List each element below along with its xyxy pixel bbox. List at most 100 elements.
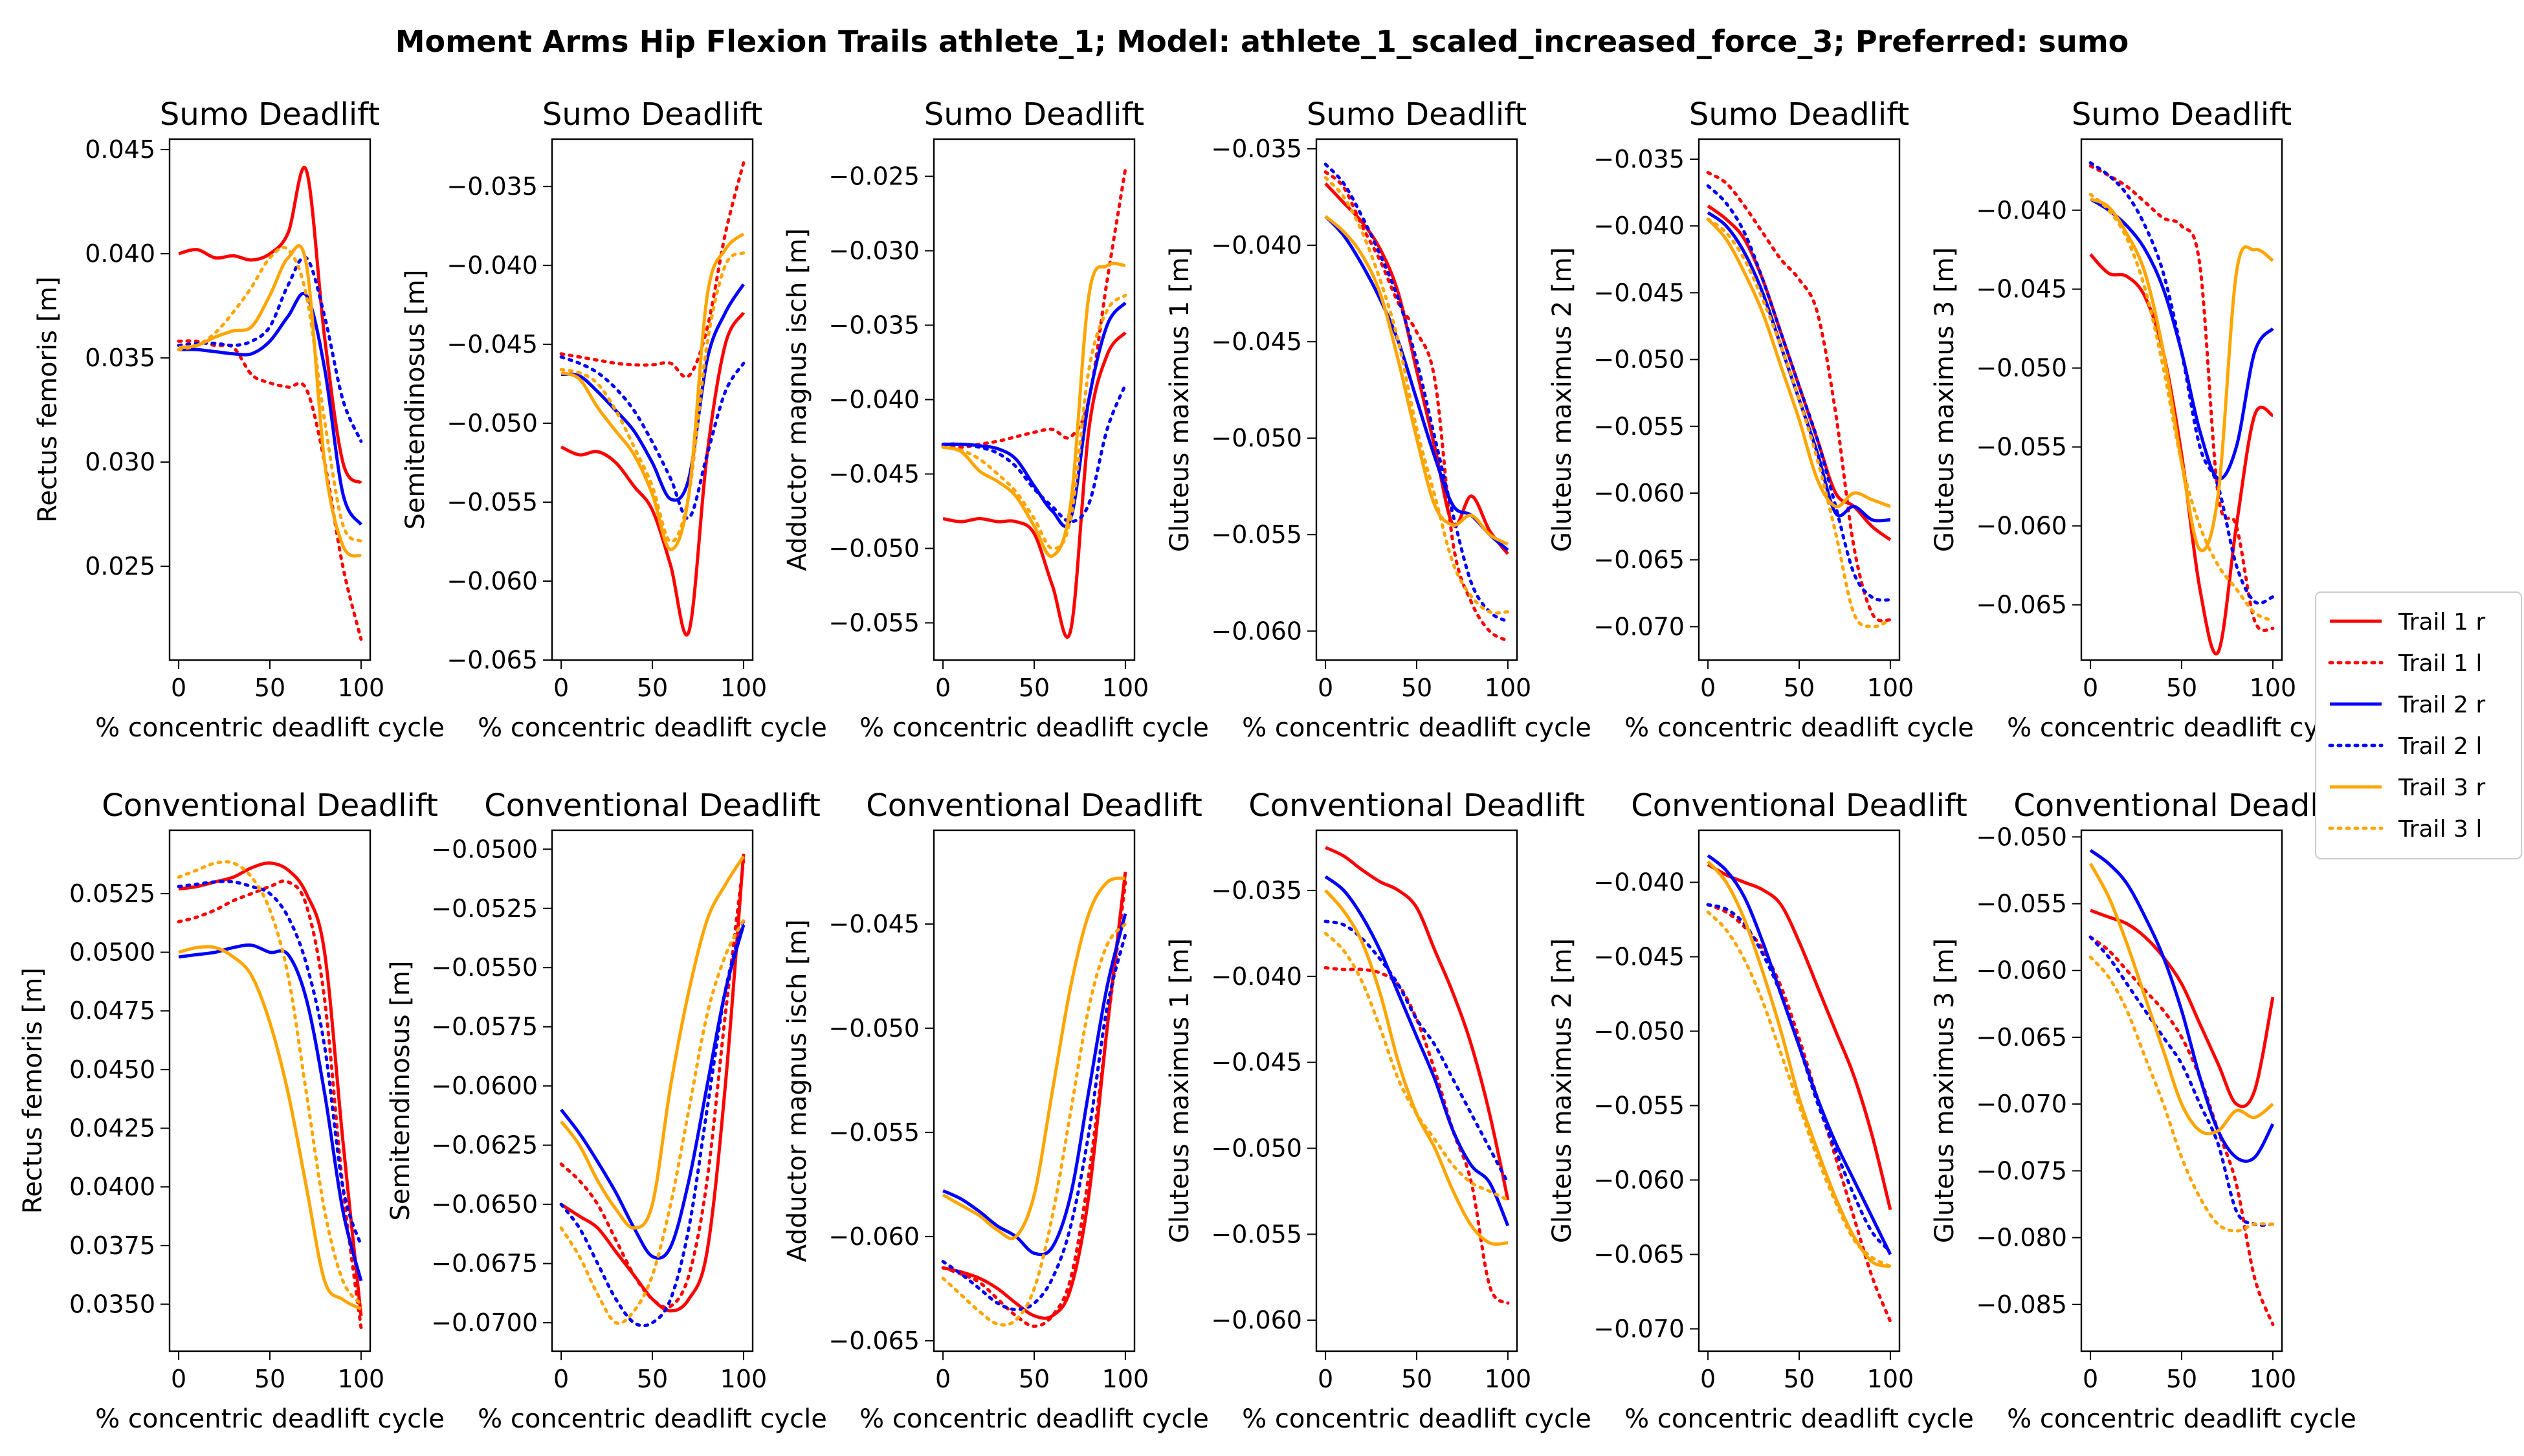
chart-8-ytick-label: −0.0600 [431,1072,538,1100]
chart-6-series-trail-1-l [2088,164,2275,632]
chart-9-xtick-label: 100 [1102,1365,1149,1393]
chart-9-ylabel: Adductor magnus isch [m] [782,920,812,1262]
chart-3-ytick-label: −0.050 [828,535,920,563]
chart-7-xtick-label: 0 [171,1365,186,1393]
chart-3-ytick-label: −0.040 [828,386,920,414]
chart-3-series-trail-2-l [941,383,1127,524]
chart-8-ytick-label: −0.0650 [431,1190,538,1219]
chart-12-title: Conventional Deadlift [2013,788,2350,824]
chart-3-ytick-label: −0.045 [828,460,920,489]
chart-10-ytick-label: −0.050 [1211,1134,1302,1163]
chart-1-series-trail-2-r [179,292,363,526]
chart-7-xtick-label: 100 [338,1365,385,1393]
chart-6-xtick-label: 0 [2083,674,2098,702]
chart-4-ytick-label: −0.060 [1211,617,1302,645]
chart-3-ytick-label: −0.030 [828,237,920,265]
chart-1-title: Sumo Deadlift [160,96,380,133]
chart-2-ytick-label: −0.035 [447,172,538,201]
chart-8-ytick-label: −0.0575 [431,1013,538,1041]
chart-6-xtick-label: 100 [2250,674,2297,702]
chart-6-ytick-label: −0.050 [1976,354,2067,382]
chart-4-title: Sumo Deadlift [1307,96,1527,133]
chart-12-ylabel: Gluteus maximus 3 [m] [1930,938,1960,1243]
chart-1-ylabel: Rectus femoris [m] [33,276,63,523]
chart-10-xlabel: % concentric deadlift cycle [1242,1404,1591,1434]
chart-11-series-trail-3-r [1707,860,1891,1268]
subplot-grid: Sumo Deadlift 0 50 100 % concentric deadlift… [18,96,2356,1434]
chart-8-ytick-label: −0.0550 [431,953,538,982]
chart-12-series-trail-3-r [2088,863,2274,1136]
chart-4: Sumo Deadlift 0 50 100 % concentric deadlift… [1165,96,1591,743]
chart-12-ytick-label: −0.050 [1976,822,2067,851]
chart-1-series-trail-1-r [178,166,362,485]
chart-4-ylabel: Gluteus maximus 1 [m] [1165,247,1195,552]
legend-label-2: Trail 1 l [2398,650,2482,677]
chart-11-ytick-label: −0.040 [1593,868,1685,897]
chart-3-xtick-label: 100 [1102,674,1149,702]
chart-7-ytick-label: 0.0525 [69,879,155,908]
chart-12-ytick-label: −0.065 [1976,1023,2067,1052]
chart-3-ytick-label: −0.055 [828,609,920,637]
chart-4-xtick-label: 100 [1485,674,1532,702]
chart-1-xtick-label: 50 [254,674,285,702]
chart-7-ytick-label: 0.0350 [69,1290,155,1318]
chart-11-ytick-label: −0.050 [1593,1017,1685,1046]
chart-11-ytick-label: −0.070 [1593,1315,1685,1343]
chart-10-series-trail-2-r [1324,875,1510,1227]
chart-7-ylabel: Rectus femoris [m] [18,967,48,1214]
chart-4-series-trail-1-l [1323,170,1510,643]
chart-5-series-trail-3-r [1707,218,1891,509]
legend-label-1: Trail 1 r [2398,609,2485,635]
chart-4-xtick-label: 50 [1401,674,1432,702]
legend-label-3: Trail 2 r [2398,692,2485,718]
chart-7-ytick-label: 0.0475 [69,997,155,1025]
figure-title: Moment Arms Hip Flexion Trails athlete_1… [395,24,2129,59]
chart-8-ytick-label: −0.0500 [431,835,538,863]
chart-8-xtick-label: 100 [720,1365,768,1393]
chart-5-ytick-label: −0.055 [1593,412,1685,441]
chart-9-series-trail-1-l [941,881,1127,1328]
chart-11-xlabel: % concentric deadlift cycle [1624,1404,1974,1434]
chart-2: Sumo Deadlift 0 50 100 % concentric deadlift… [401,96,827,743]
chart-3-title: Sumo Deadlift [924,96,1144,133]
chart-2-ytick-label: −0.040 [447,251,538,280]
chart-5-ytick-label: −0.070 [1593,612,1685,641]
chart-9-series-trail-2-l [941,932,1127,1312]
chart-9-ytick-label: −0.060 [828,1222,920,1251]
chart-6-series-trail-3-l [2088,192,2275,623]
chart-12-ytick-label: −0.080 [1976,1224,2067,1252]
chart-5-xtick-label: 50 [1784,674,1815,702]
chart-2-xtick-label: 0 [553,674,569,702]
chart-4-ytick-label: −0.040 [1211,231,1302,259]
chart-10-xtick-label: 50 [1401,1365,1432,1393]
chart-11-xtick-label: 50 [1784,1365,1815,1393]
chart-7-title: Conventional Deadlift [102,788,438,824]
chart-9-series-trail-3-r [942,876,1126,1241]
chart-2-series-trail-1-r [560,311,746,637]
chart-8-ylabel: Semitendinosus [m] [386,961,415,1221]
chart-12-ytick-label: −0.055 [1976,890,2067,918]
chart-5-ylabel: Gluteus maximus 2 [m] [1547,247,1577,552]
chart-9-series-trail-2-r [942,913,1127,1257]
chart-2-series-trail-3-l [559,251,746,544]
chart-6-ytick-label: −0.040 [1976,196,2067,225]
chart-7-xtick-label: 50 [254,1365,285,1393]
chart-11-xtick-label: 100 [1867,1365,1914,1393]
chart-5-xtick-label: 100 [1867,674,1914,702]
chart-7-ytick-label: 0.0400 [69,1173,155,1201]
chart-2-series-trail-2-l [559,355,746,520]
chart-10-series-trail-1-r [1325,846,1510,1200]
chart-10-ytick-label: −0.040 [1211,962,1302,991]
chart-9-title: Conventional Deadlift [866,788,1202,824]
chart-12-xtick-label: 100 [2250,1365,2297,1393]
chart-12-series-trail-1-r [2090,909,2275,1109]
chart-7: Conventional Deadlift 0 50 100 % concentric … [18,788,445,1434]
chart-7-series-trail-1-l [177,879,363,1330]
chart-1-series-trail-3-r [178,244,362,558]
chart-2-ytick-label: −0.045 [447,330,538,358]
chart-7-series-trail-2-l [177,879,363,1248]
chart-2-ylabel: Semitendinosus [m] [401,270,430,530]
chart-5-series-trail-2-l [1706,184,1892,602]
chart-3-series-trail-3-r [942,261,1126,558]
